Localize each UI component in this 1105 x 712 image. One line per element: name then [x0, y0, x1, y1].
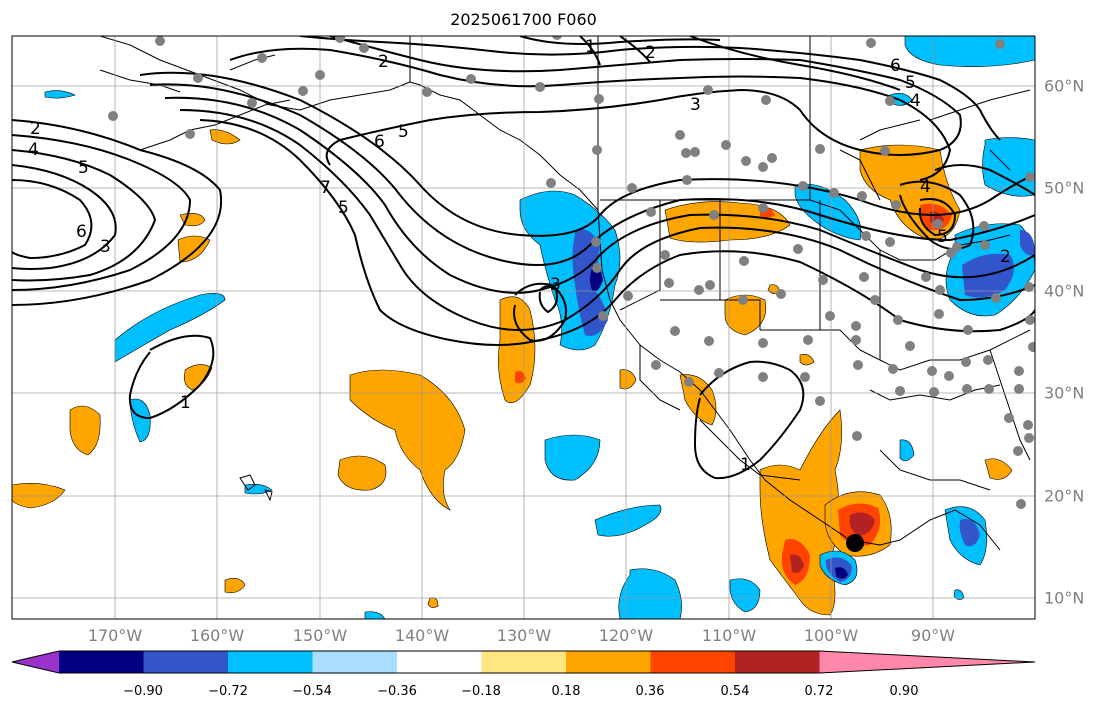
lon-label: 130°W — [496, 626, 552, 645]
storm-center-marker — [846, 534, 864, 552]
contour-label: 6 — [76, 222, 87, 242]
contour-label: 5 — [78, 158, 89, 178]
graticule — [12, 36, 1035, 619]
lon-label: 100°W — [803, 626, 859, 645]
station-dots — [108, 36, 1035, 509]
lat-label: 40°N — [1044, 281, 1085, 301]
lon-label: 140°W — [394, 626, 450, 645]
contour-label-group: 2 2 4 5 6 3 3 5 6 7 5 6 5 4 4 5 3 1 1 1 … — [28, 37, 1011, 475]
contour-label: 4 — [920, 177, 931, 197]
colorbar-tick-label: −0.18 — [461, 684, 501, 699]
contour-label: 2 — [1000, 247, 1011, 267]
lon-label: 110°W — [701, 626, 757, 645]
colorbar-extend-low — [12, 651, 59, 673]
contour-label: 5 — [905, 73, 916, 93]
colorbar-tick-label: 0.72 — [804, 684, 834, 699]
colorbar-cell — [735, 651, 820, 673]
contour-label: 6 — [890, 56, 901, 76]
contour-label: 2 — [378, 52, 389, 72]
contour-label: 6 — [374, 132, 385, 152]
colorbar-tick-label: −0.36 — [377, 684, 417, 699]
contour-label: 2 — [30, 119, 41, 139]
colorbar-tick-label: −0.90 — [123, 684, 163, 699]
lon-label: 150°W — [292, 626, 348, 645]
colorbar-cell — [59, 651, 144, 673]
lat-label: 30°N — [1044, 383, 1085, 403]
lon-label: 170°W — [87, 626, 143, 645]
lat-label: 20°N — [1044, 486, 1085, 506]
contour-label: 3 — [100, 237, 111, 257]
colorbar-tick-label: 0.36 — [635, 684, 665, 699]
colorbar-tick-label: 0.54 — [720, 684, 750, 699]
contour-label: 5 — [937, 227, 948, 247]
colorbar-cell — [143, 651, 229, 673]
contour-label: 5 — [398, 122, 409, 142]
colorbar-cell — [650, 651, 736, 673]
colorbar-cell — [312, 651, 398, 673]
colorbar-cell — [228, 651, 313, 673]
colorbar-cell — [481, 651, 567, 673]
colorbar-tick-label: 0.18 — [551, 684, 581, 699]
lon-label: 160°W — [189, 626, 245, 645]
contour-label: 2 — [645, 43, 656, 63]
colorbar-cell — [566, 651, 651, 673]
lat-label: 10°N — [1044, 588, 1085, 608]
contour-label: 1 — [585, 37, 596, 57]
contour-label: 3 — [550, 275, 561, 295]
contour-label: 1 — [740, 455, 751, 475]
map-frame — [11, 35, 1036, 620]
colorbar-tick-label: 0.90 — [889, 684, 919, 699]
lat-label: 50°N — [1044, 178, 1085, 198]
lon-label: 90°W — [910, 626, 956, 645]
colorbar-cell — [397, 651, 482, 673]
contour-label: 3 — [690, 95, 701, 115]
lat-label: 60°N — [1044, 76, 1085, 96]
lon-label: 120°W — [598, 626, 654, 645]
contour-label: 4 — [28, 140, 39, 160]
contour-label: 7 — [320, 178, 331, 198]
contour-label: 1 — [180, 393, 191, 413]
colorbar-extend-high — [819, 651, 1035, 673]
contour-label: 4 — [910, 91, 921, 111]
colorbar-outline — [11, 650, 1036, 674]
colorbar-tick-label: −0.72 — [208, 684, 248, 699]
contour-label: 5 — [338, 198, 349, 218]
colorbar-tick-label: −0.54 — [292, 684, 332, 699]
map-title: 2025061700 F060 — [450, 10, 597, 29]
height-contours — [12, 36, 1035, 480]
